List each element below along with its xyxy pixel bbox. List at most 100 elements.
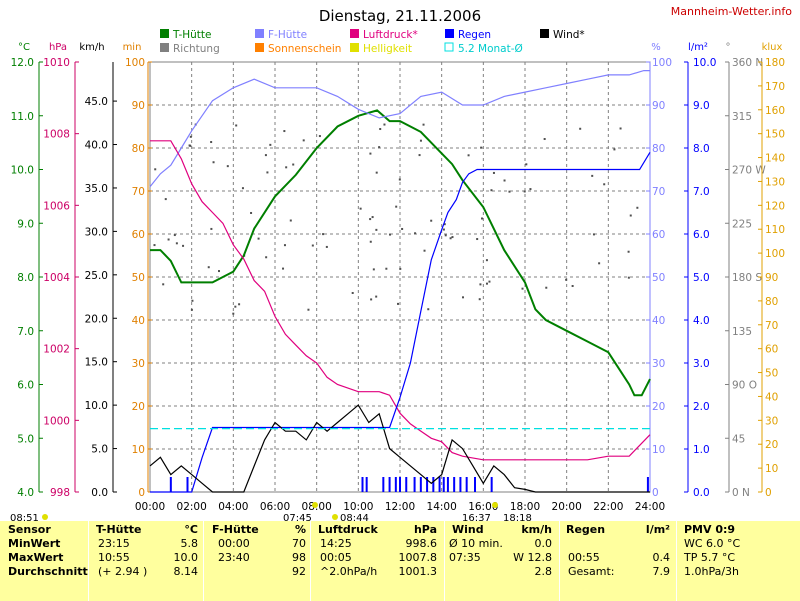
direction-dot	[503, 179, 506, 182]
tick-label-rain_lm2: 10.0	[693, 57, 716, 69]
axis-title-humidity_pct: %	[651, 42, 661, 53]
chart-title: Dienstag, 21.11.2006	[319, 7, 481, 25]
direction-dot	[257, 237, 260, 240]
rain-bar	[388, 477, 391, 492]
direction-dot	[188, 144, 191, 147]
site-link[interactable]: Mannheim-Wetter.info	[671, 5, 793, 18]
legend-swatch	[444, 42, 454, 52]
direction-dot	[451, 236, 454, 239]
tick-label-sun_min: 80	[132, 143, 145, 155]
tick-label-light_klux: 40	[765, 391, 778, 403]
tick-label-wind_kmh: 15.0	[85, 357, 108, 369]
tick-label-humidity_pct: 90	[652, 100, 665, 112]
header-f-huette: F-Hütte	[212, 523, 259, 536]
rain-bar	[186, 477, 189, 492]
tick-label-light_klux: 110	[765, 224, 785, 236]
direction-dot	[369, 152, 372, 155]
x-tick-label: 20:00	[552, 501, 582, 513]
tick-label-pressure_hPa: 1000	[43, 415, 70, 427]
tick-label-sun_min: 50	[132, 272, 145, 284]
row-label: MinWert	[8, 537, 61, 550]
direction-dot	[191, 299, 194, 302]
tick-label-wind_kmh: 25.0	[85, 270, 108, 282]
tick-label-light_klux: 140	[765, 153, 785, 165]
legend-label: T-Hütte	[172, 29, 211, 41]
tick-label-pressure_hPa: 1002	[43, 344, 70, 356]
tick-label-temp_C: 10.0	[11, 165, 34, 177]
direction-dot	[545, 286, 548, 289]
right-axes: %1009080706050403020100l/m²10.09.08.07.0…	[646, 42, 785, 499]
direction-dot	[232, 312, 235, 315]
cell-f-value: 70	[292, 537, 306, 550]
direction-dot	[603, 183, 606, 186]
cell-p-time: ^2.0hPa/h	[320, 565, 378, 578]
direction-dot	[375, 295, 378, 298]
tick-label-pressure_hPa: 1008	[43, 129, 70, 141]
cell-f-time: 00:00	[218, 537, 250, 550]
tick-label-light_klux: 90	[765, 272, 778, 284]
tick-label-rain_lm2: 2.0	[693, 401, 710, 413]
direction-dot	[529, 188, 532, 191]
axis-title-light_klux: klux	[762, 42, 783, 53]
tick-label-pressure_hPa: 1006	[43, 200, 70, 212]
header-t-unit: °C	[184, 523, 198, 536]
sunrise-day-time: 08:44	[340, 513, 369, 521]
direction-dot	[565, 278, 568, 281]
tick-label-humidity_pct: 10	[652, 444, 665, 456]
tick-label-light_klux: 120	[765, 200, 785, 212]
x-tick-label: 24:00	[635, 501, 665, 513]
tick-label-direction: 0 N	[732, 487, 750, 499]
legend-swatch	[160, 29, 169, 38]
direction-dot	[175, 242, 178, 245]
direction-dot	[266, 171, 269, 174]
cell-r-time: 00:55	[568, 551, 600, 564]
tick-label-pressure_hPa: 998	[50, 487, 70, 499]
direction-dot	[369, 218, 372, 221]
direction-dot	[210, 141, 213, 144]
tick-label-humidity_pct: 40	[652, 315, 665, 327]
tick-label-wind_kmh: 30.0	[85, 226, 108, 238]
direction-dot	[485, 259, 488, 262]
cell-t-time: 23:15	[98, 537, 130, 550]
direction-dot	[525, 163, 528, 166]
direction-dot	[523, 190, 526, 193]
direction-dot	[164, 198, 167, 201]
tick-label-sun_min: 40	[132, 315, 145, 327]
tick-label-light_klux: 150	[765, 129, 785, 141]
tick-label-humidity_pct: 50	[652, 272, 665, 284]
direction-dot	[322, 233, 325, 236]
direction-dot	[636, 206, 639, 209]
direction-dot	[521, 287, 524, 290]
direction-dot	[619, 127, 622, 130]
tick-label-light_klux: 70	[765, 320, 778, 332]
sunset-day-time: 16:37	[462, 513, 491, 521]
rain-intensity-bars	[169, 477, 649, 492]
legend-label: Helligkeit	[363, 43, 412, 55]
tick-label-direction: 225	[732, 218, 752, 230]
direction-dot	[449, 237, 452, 240]
series-line-luftdruck-	[150, 140, 651, 461]
legend-label: 5.2 Monat-Ø	[458, 43, 523, 55]
tick-label-wind_kmh: 10.0	[85, 400, 108, 412]
header-w-unit: km/h	[521, 523, 552, 536]
direction-dot	[467, 154, 470, 157]
rain-bar	[446, 477, 449, 492]
tick-label-direction: 90 O	[732, 380, 757, 392]
direction-dot	[189, 135, 192, 138]
rain-bar	[426, 477, 429, 492]
direction-dot	[302, 139, 305, 142]
tick-label-wind_kmh: 5.0	[91, 444, 108, 456]
direction-dot	[173, 234, 176, 237]
direction-dot	[182, 244, 185, 247]
direction-dot	[598, 262, 601, 265]
cell-t-time: 10:55	[98, 551, 130, 564]
direction-dot	[389, 233, 392, 236]
tick-label-humidity_pct: 70	[652, 186, 665, 198]
direction-dot	[383, 123, 386, 126]
direction-dot	[269, 143, 272, 146]
tick-label-light_klux: 30	[765, 415, 778, 427]
cell-t-time: (+ 2.94 )	[98, 565, 148, 578]
tick-label-humidity_pct: 30	[652, 358, 665, 370]
x-tick-label: 04:00	[218, 501, 248, 513]
header-sensor: Sensor	[8, 523, 51, 536]
